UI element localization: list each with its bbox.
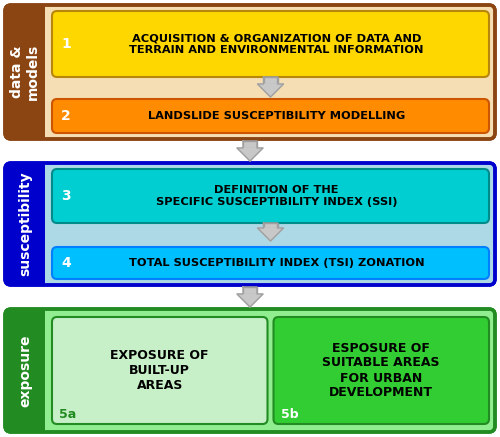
Text: exposure: exposure: [18, 334, 32, 407]
Text: ACQUISITION & ORGANIZATION OF DATA AND
TERRAIN AND ENVIRONMENTAL INFORMATION: ACQUISITION & ORGANIZATION OF DATA AND T…: [129, 33, 424, 55]
FancyBboxPatch shape: [5, 163, 495, 285]
Text: 5b: 5b: [280, 407, 298, 420]
Text: 3: 3: [61, 189, 71, 203]
FancyBboxPatch shape: [5, 5, 495, 139]
FancyBboxPatch shape: [264, 223, 278, 228]
Polygon shape: [258, 84, 283, 97]
FancyBboxPatch shape: [52, 317, 268, 424]
Text: 1: 1: [61, 37, 71, 51]
Text: 2: 2: [61, 109, 71, 123]
Polygon shape: [237, 148, 263, 161]
FancyBboxPatch shape: [264, 77, 278, 84]
Text: 5a: 5a: [60, 407, 76, 420]
FancyBboxPatch shape: [243, 141, 257, 148]
FancyBboxPatch shape: [5, 163, 45, 285]
Polygon shape: [258, 228, 283, 241]
FancyBboxPatch shape: [52, 99, 489, 133]
Text: EXPOSURE OF
BUILT-UP
AREAS: EXPOSURE OF BUILT-UP AREAS: [110, 349, 209, 392]
FancyBboxPatch shape: [243, 287, 257, 294]
FancyBboxPatch shape: [274, 317, 489, 424]
Text: data &
models: data & models: [10, 44, 40, 100]
FancyBboxPatch shape: [52, 247, 489, 279]
Text: ESPOSURE OF
SUITABLE AREAS
FOR URBAN
DEVELOPMENT: ESPOSURE OF SUITABLE AREAS FOR URBAN DEV…: [322, 341, 440, 399]
FancyBboxPatch shape: [52, 11, 489, 77]
Text: 4: 4: [61, 256, 71, 270]
Text: TOTAL SUSCEPTIBILITY INDEX (TSI) ZONATION: TOTAL SUSCEPTIBILITY INDEX (TSI) ZONATIO…: [128, 258, 424, 268]
Text: susceptibility: susceptibility: [18, 172, 32, 276]
Text: DEFINITION OF THE
SPECIFIC SUSCEPTIBILITY INDEX (SSI): DEFINITION OF THE SPECIFIC SUSCEPTIBILIT…: [156, 185, 397, 207]
FancyBboxPatch shape: [5, 5, 45, 139]
Polygon shape: [237, 294, 263, 307]
FancyBboxPatch shape: [52, 169, 489, 223]
Text: LANDSLIDE SUSCEPTIBILITY MODELLING: LANDSLIDE SUSCEPTIBILITY MODELLING: [148, 111, 405, 121]
FancyBboxPatch shape: [5, 309, 495, 432]
FancyBboxPatch shape: [5, 309, 45, 432]
